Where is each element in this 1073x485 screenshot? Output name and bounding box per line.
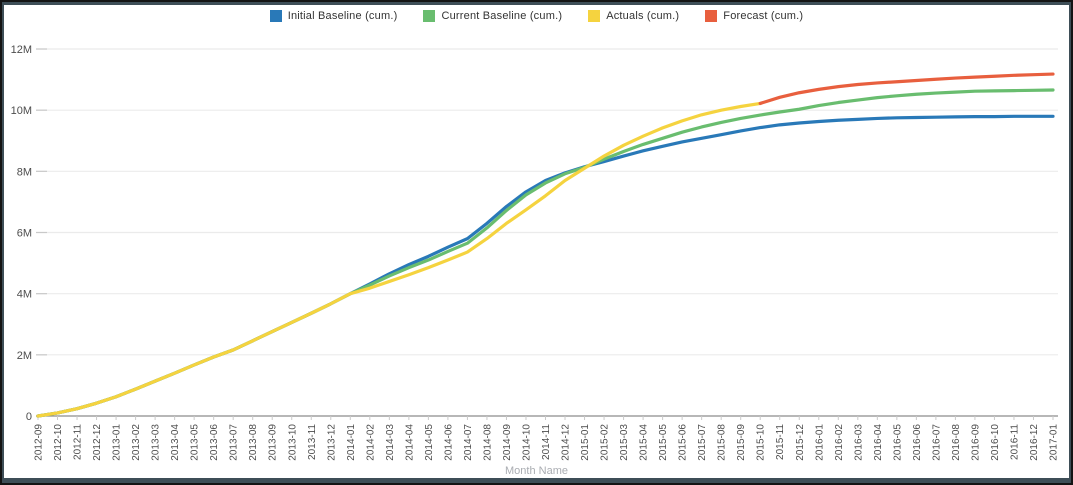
chart-area: Initial Baseline (cum.) Current Baseline … (4, 5, 1069, 478)
x-tick-label: 2016-07 (931, 424, 942, 461)
legend-swatch-icon (705, 9, 718, 22)
x-tick-label: 2015-05 (658, 424, 669, 461)
x-tick-label: 2014-12 (561, 424, 572, 461)
x-tick-label: 2013-03 (151, 424, 162, 461)
legend-item-1[interactable]: Initial Baseline (cum.) (269, 9, 398, 22)
legend-label: Actuals (cum.) (606, 9, 680, 22)
y-tick-label: 8M (17, 166, 32, 178)
legend-label: Initial Baseline (cum.) (287, 9, 398, 22)
y-tick-label: 12M (11, 44, 32, 56)
x-tick-label: 2015-07 (697, 424, 708, 461)
x-tick-label: 2015-01 (580, 424, 591, 461)
x-tick-label: 2016-11 (1009, 424, 1020, 460)
x-tick-label: 2014-04 (404, 424, 415, 461)
x-tick-label: 2014-02 (365, 424, 376, 461)
legend-item-2[interactable]: Current Baseline (cum.) (423, 9, 563, 22)
x-tick-label: 2016-04 (873, 424, 884, 461)
chart-canvas: 0 2M 4M 6M 8M 10M 12M 2012-09 2012-10 2012-11 2012… (11, 44, 1060, 461)
x-tick-label: 2014-06 (443, 424, 454, 461)
x-axis-title: Month Name (505, 465, 568, 477)
legend: Initial Baseline (cum.) Current Baseline … (4, 7, 1069, 24)
legend-label: Current Baseline (cum.) (441, 9, 563, 22)
x-tick-label: 2014-05 (424, 424, 435, 461)
x-tick-label: 2012-12 (92, 424, 103, 461)
x-tick-label: 2016-10 (990, 424, 1001, 461)
x-tick-label: 2015-06 (678, 424, 689, 461)
x-tick-label: 2013-08 (248, 424, 259, 461)
x-tick-label: 2016-06 (912, 424, 923, 461)
x-tick-label: 2017-01 (1049, 424, 1060, 461)
legend-swatch-icon (588, 9, 601, 22)
x-tick-label: 2015-03 (619, 424, 630, 461)
x-tick-label: 2016-05 (892, 424, 903, 461)
x-tick-label: 2013-01 (112, 424, 123, 461)
x-tick-label: 2013-09 (268, 424, 279, 461)
x-tick-label: 2016-12 (1029, 424, 1040, 461)
x-tick-label: 2014-03 (385, 424, 396, 461)
x-tick-label: 2013-12 (326, 424, 337, 461)
x-tick-label: 2015-02 (600, 424, 611, 461)
y-tick-label: 10M (11, 105, 32, 117)
x-tick-label: 2012-11 (73, 424, 84, 460)
y-tick-label: 2M (17, 350, 32, 362)
legend-swatch-icon (269, 9, 282, 22)
legend-swatch-icon (423, 9, 436, 22)
series-line-4 (758, 72, 1055, 106)
legend-item-4[interactable]: Forecast (cum.) (705, 9, 804, 22)
series-line-1 (36, 114, 1055, 418)
x-tick-label: 2014-07 (463, 424, 474, 461)
x-tick-label: 2013-11 (307, 424, 318, 460)
x-tick-label: 2012-09 (34, 424, 45, 461)
x-tick-label: 2015-09 (736, 424, 747, 461)
y-tick-label: 4M (17, 289, 32, 301)
x-tick-label: 2014-11 (541, 424, 552, 460)
x-tick-label: 2016-02 (834, 424, 845, 461)
x-tick-label: 2013-10 (287, 424, 298, 461)
y-tick-label: 6M (17, 228, 32, 240)
x-tick-label: 2014-09 (502, 424, 513, 461)
x-tick-label: 2013-04 (170, 424, 181, 461)
x-tick-label: 2016-09 (970, 424, 981, 461)
x-tick-label: 2015-12 (795, 424, 806, 461)
x-tick-label: 2014-08 (482, 424, 493, 461)
x-tick-label: 2016-01 (814, 424, 825, 461)
x-tick-label: 2015-10 (756, 424, 767, 461)
y-tick-label: 0 (26, 411, 32, 423)
x-tick-label: 2016-03 (853, 424, 864, 461)
series-line-3 (36, 101, 762, 418)
legend-item-3[interactable]: Actuals (cum.) (588, 9, 680, 22)
x-tick-label: 2015-08 (717, 424, 728, 461)
x-tick-label: 2013-05 (190, 424, 201, 461)
legend-label: Forecast (cum.) (723, 9, 804, 22)
x-tick-label: 2014-10 (521, 424, 532, 461)
x-tick-label: 2013-07 (229, 424, 240, 461)
x-tick-label: 2015-11 (775, 424, 786, 460)
x-tick-label: 2016-08 (951, 424, 962, 461)
x-tick-label: 2014-01 (346, 424, 357, 461)
x-tick-label: 2013-06 (209, 424, 220, 461)
x-tick-label: 2012-10 (53, 424, 64, 461)
x-tick-label: 2013-02 (131, 424, 142, 461)
x-tick-label: 2015-04 (639, 424, 650, 461)
